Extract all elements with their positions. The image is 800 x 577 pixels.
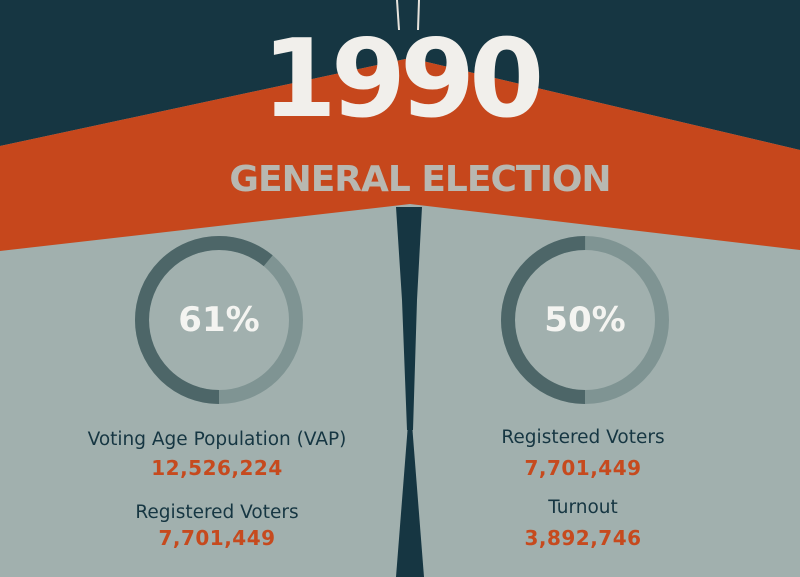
left-percentage-label: 61% [178,300,260,340]
left-registered-voters-value: 7,701,449 [158,526,276,550]
election-year: 1990 [261,17,545,142]
right-percentage-ring: 50% [500,235,670,405]
turnout-label: Turnout [548,497,618,518]
center-spire-lower [396,424,424,577]
right-registered-voters-value: 7,701,449 [524,456,642,480]
turnout-value: 3,892,746 [524,526,642,550]
left-registered-voters-label: Registered Voters [135,502,299,523]
right-registered-voters-label: Registered Voters [501,427,665,448]
vap-value: 12,526,224 [151,456,283,480]
left-ring-fill [135,236,303,404]
top-needle-right [417,0,420,30]
center-spire-upper [396,207,422,430]
election-title: GENERAL ELECTION [229,159,611,200]
orange-chevron-band [0,58,800,251]
top-needle-left [396,0,400,30]
right-ring-fill [501,236,669,404]
vap-label: Voting Age Population (VAP) [87,429,347,450]
top-navy-band [0,0,800,150]
left-percentage-ring: 61% [134,235,304,405]
right-percentage-label: 50% [544,300,626,340]
